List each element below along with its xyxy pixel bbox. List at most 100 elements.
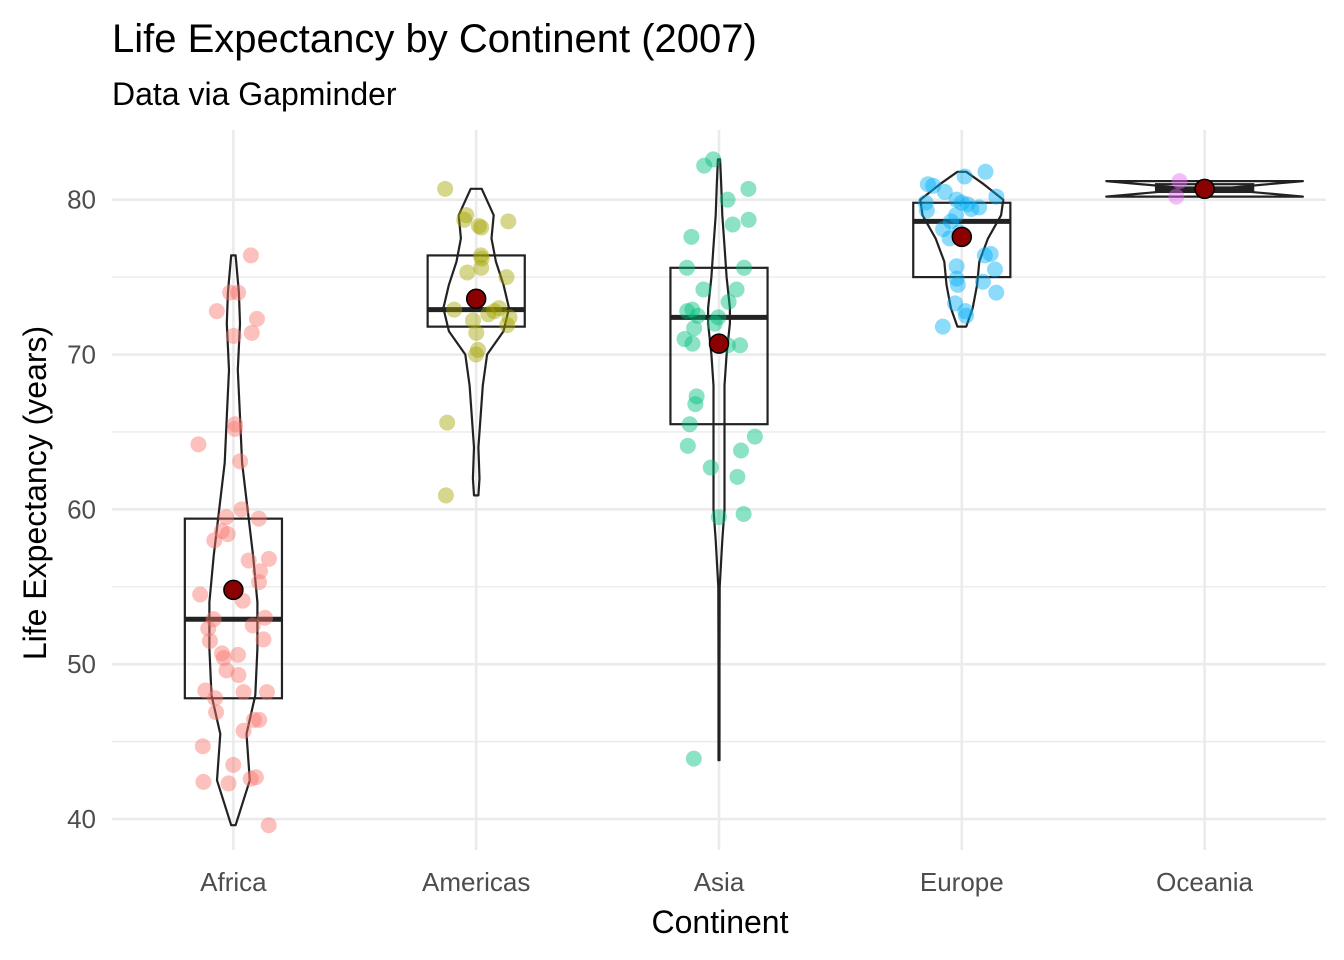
data-point [260, 550, 277, 567]
data-point [684, 301, 701, 318]
data-point [959, 196, 976, 213]
data-point [982, 245, 999, 262]
data-point [458, 207, 475, 224]
data-point [746, 428, 763, 445]
mean-point [1194, 178, 1215, 200]
data-point [689, 307, 706, 324]
y-tick-label: 50 [67, 649, 96, 679]
data-point [947, 295, 964, 312]
data-point [226, 420, 243, 437]
data-point [469, 341, 486, 358]
data-point [936, 183, 953, 200]
data-point [949, 276, 966, 293]
data-point [988, 188, 1005, 205]
data-point [1171, 173, 1188, 190]
data-point [235, 722, 252, 739]
jitter-points [190, 151, 1188, 834]
box [669, 266, 769, 426]
data-point [255, 631, 272, 648]
data-point [925, 177, 942, 194]
data-point [227, 416, 244, 433]
data-point [245, 711, 262, 728]
data-point [243, 324, 260, 341]
mean-point [465, 288, 487, 310]
data-point [205, 611, 222, 628]
data-point [971, 199, 988, 216]
data-point [919, 176, 936, 193]
data-point [685, 750, 702, 767]
data-point [957, 303, 974, 320]
mean-markers [223, 178, 1215, 601]
data-point [695, 281, 712, 298]
data-point [248, 310, 265, 327]
data-point [499, 317, 516, 334]
x-axis-title: Continent [652, 904, 789, 940]
box [912, 201, 1012, 279]
data-point [684, 335, 701, 352]
data-point [953, 194, 970, 211]
data-point [473, 259, 490, 276]
data-point [468, 346, 485, 363]
data-point [242, 247, 259, 264]
data-point [688, 388, 705, 405]
data-point [473, 250, 490, 267]
data-point [733, 442, 750, 459]
data-point [963, 200, 980, 217]
data-point [678, 259, 695, 276]
data-point [242, 770, 259, 787]
data-point [702, 459, 719, 476]
data-point [230, 284, 247, 301]
data-point [470, 218, 487, 234]
data-point [710, 509, 727, 526]
gridlines [112, 130, 1326, 850]
data-point [498, 269, 515, 286]
chart-subtitle: Data via Gapminder [112, 76, 397, 112]
x-tick-label: Asia [694, 867, 745, 897]
data-point [948, 191, 965, 208]
data-point [256, 609, 273, 626]
data-point [437, 180, 454, 197]
data-point [233, 501, 250, 518]
data-point [215, 650, 232, 666]
x-axis-ticks: Africa Americas Asia Europe Oceania [200, 867, 1253, 897]
data-point [500, 213, 517, 230]
data-point [220, 775, 237, 792]
data-point [446, 301, 463, 318]
data-point [195, 773, 212, 790]
data-point [740, 211, 757, 228]
data-point [192, 586, 209, 603]
data-point [260, 817, 277, 834]
data-point [948, 207, 965, 224]
data-point [977, 163, 994, 180]
data-point [214, 645, 231, 662]
data-point [948, 258, 965, 275]
data-point [676, 331, 693, 348]
data-point [480, 306, 497, 323]
y-tick-label: 70 [67, 340, 96, 370]
data-point [218, 662, 235, 679]
data-point [948, 270, 965, 287]
data-point [222, 284, 239, 301]
data-point [917, 194, 934, 211]
data-point [736, 259, 753, 276]
x-tick-label: Oceania [1156, 867, 1253, 897]
data-point [200, 620, 217, 637]
data-point [247, 769, 264, 786]
data-point [251, 574, 268, 591]
data-point [696, 157, 713, 174]
data-point [974, 273, 991, 290]
data-point [251, 711, 268, 728]
data-point [706, 315, 723, 332]
y-tick-label: 80 [67, 185, 96, 215]
data-point [501, 309, 518, 326]
data-point [213, 523, 230, 540]
y-tick-label: 40 [67, 804, 96, 834]
data-point [958, 307, 975, 324]
y-tick-label: 60 [67, 494, 96, 524]
violin [442, 187, 511, 497]
data-point [1168, 188, 1185, 205]
mean-point [951, 226, 973, 248]
data-point [456, 211, 473, 228]
data-point [240, 552, 257, 569]
